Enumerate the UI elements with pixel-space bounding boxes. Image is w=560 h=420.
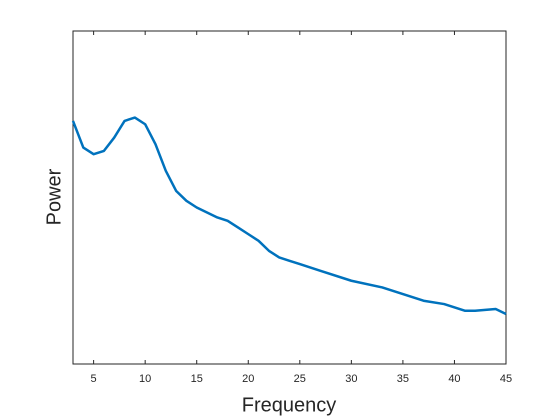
x-axis-label: Frequency [242,394,337,416]
x-tick-label: 25 [294,373,306,385]
x-tick-label: 40 [448,373,460,385]
x-tick-label: 30 [345,373,357,385]
data-line [71,116,507,316]
x-tick-label: 45 [500,373,512,385]
x-tick-label: 15 [191,373,203,385]
x-tick-label: 35 [397,373,409,385]
x-tick-label: 20 [242,373,254,385]
y-axis-label: Power [43,168,65,225]
axes-box [72,30,507,365]
x-tick-label: 10 [139,373,151,385]
x-tick-label: 5 [91,373,97,385]
